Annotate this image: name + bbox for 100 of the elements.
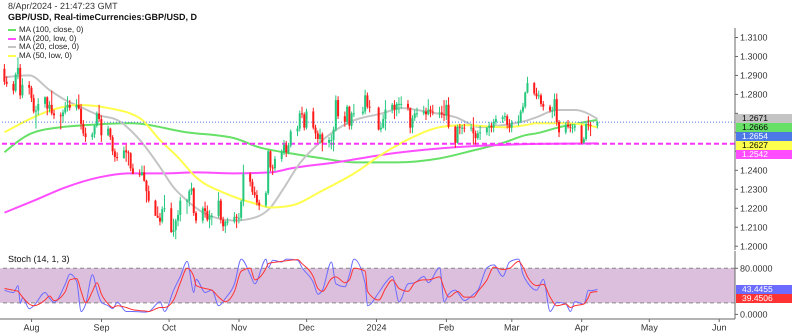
candlestick bbox=[400, 96, 402, 110]
candlestick bbox=[554, 92, 556, 117]
x-tick-label: Apr bbox=[574, 322, 589, 332]
candlestick bbox=[416, 107, 418, 118]
y-tick-label: 1.2900 bbox=[740, 70, 768, 81]
legend-label: MA (50, low, 0) bbox=[19, 50, 72, 60]
candlestick bbox=[202, 206, 204, 224]
y-tick-label: 1.2000 bbox=[740, 241, 768, 252]
candlestick bbox=[364, 89, 366, 115]
candlestick bbox=[492, 118, 495, 133]
x-tick-label: Mar bbox=[504, 322, 520, 332]
candlestick bbox=[580, 124, 583, 144]
candlestick bbox=[208, 210, 211, 229]
candlestick bbox=[391, 102, 394, 114]
candlestick bbox=[224, 220, 226, 234]
chart-title: Stoch (14, 1, 3) bbox=[8, 254, 70, 264]
x-tick-label: Aug bbox=[24, 322, 40, 332]
line-series bbox=[4, 104, 598, 208]
candlestick bbox=[48, 100, 51, 113]
candlestick bbox=[50, 90, 53, 116]
candlestick bbox=[448, 96, 450, 130]
candlestick bbox=[445, 100, 448, 121]
candlestick bbox=[490, 122, 492, 133]
candlestick bbox=[154, 199, 156, 216]
candlestick bbox=[172, 218, 175, 238]
candlestick bbox=[488, 121, 490, 137]
x-tick-label: May bbox=[640, 322, 658, 332]
candlestick bbox=[256, 190, 258, 206]
candlestick bbox=[218, 192, 220, 218]
x-tick-label: Dec bbox=[298, 322, 316, 332]
candlestick bbox=[564, 121, 567, 135]
candlestick bbox=[298, 110, 301, 132]
chart-title: GBP/USD, Real-timeCurrencies:GBP/USD, D bbox=[8, 12, 198, 22]
candlestick bbox=[438, 106, 441, 119]
candlestick bbox=[430, 105, 432, 118]
candlestick bbox=[422, 105, 425, 116]
candlestick bbox=[472, 116, 474, 146]
text: 1.2542 bbox=[736, 149, 792, 160]
candlestick bbox=[140, 165, 143, 176]
text: 43.4455 bbox=[736, 284, 792, 294]
y-tick-label: 80.0000 bbox=[740, 263, 773, 274]
candlestick bbox=[393, 100, 396, 120]
candlestick bbox=[44, 96, 46, 108]
candlestick bbox=[210, 212, 213, 226]
candlestick bbox=[274, 156, 276, 172]
y-tick-label: 1.2400 bbox=[740, 166, 768, 176]
candlestick bbox=[170, 202, 172, 234]
candlestick bbox=[122, 146, 125, 160]
candlestick bbox=[348, 105, 350, 130]
candlestick bbox=[454, 125, 456, 148]
candlestick bbox=[46, 96, 48, 116]
candlestick bbox=[285, 140, 288, 158]
x-tick-label: Nov bbox=[230, 322, 248, 332]
candlestick bbox=[432, 104, 434, 116]
candlestick bbox=[130, 152, 132, 172]
candlestick bbox=[21, 78, 24, 99]
y-tick-label: 1.3000 bbox=[740, 52, 768, 62]
candlestick bbox=[456, 124, 459, 144]
candlestick bbox=[378, 106, 380, 131]
candlestick bbox=[344, 110, 346, 128]
candlestick bbox=[3, 64, 6, 86]
text: 1.2671 bbox=[736, 113, 792, 124]
candlestick bbox=[506, 114, 508, 130]
text: 1.2627 bbox=[736, 140, 792, 150]
candlestick bbox=[337, 96, 340, 120]
legend-label: MA (100, close, 0) bbox=[19, 25, 84, 34]
candlestick bbox=[461, 124, 464, 135]
x-tick-label: 2024 bbox=[366, 322, 387, 332]
text: 1.2666 bbox=[736, 122, 792, 132]
candlestick bbox=[384, 100, 386, 131]
ref-line-label: 1.2654 bbox=[736, 131, 792, 142]
y-tick-label: 0.0000 bbox=[740, 310, 768, 320]
candlestick bbox=[179, 196, 182, 222]
candlestick bbox=[366, 92, 368, 110]
x-tick-label: Feb bbox=[438, 322, 454, 332]
candlestick bbox=[476, 130, 479, 140]
candlestick bbox=[458, 123, 461, 135]
candlestick bbox=[60, 112, 62, 130]
x-tick-label: Jun bbox=[712, 322, 726, 332]
candlestick bbox=[321, 132, 324, 152]
y-tick-label: 1.2800 bbox=[740, 90, 768, 100]
x-tick-label: Sep bbox=[93, 322, 110, 332]
candlestick bbox=[206, 204, 208, 222]
candlestick bbox=[424, 107, 428, 121]
y-tick-label: 1.2300 bbox=[740, 184, 768, 194]
candlestick bbox=[396, 102, 398, 117]
candlestick bbox=[540, 92, 542, 108]
candlestick bbox=[479, 125, 482, 140]
candlestick bbox=[443, 100, 446, 122]
candlestick bbox=[12, 80, 14, 95]
candlestick bbox=[585, 122, 588, 142]
legend-label: MA (200, low, 0) bbox=[19, 34, 76, 43]
candlestick bbox=[328, 136, 330, 148]
y-tick-label: 1.3100 bbox=[740, 32, 768, 43]
candlestick bbox=[269, 150, 272, 172]
candlestick bbox=[572, 123, 574, 134]
legend-label: MA (20, close, 0) bbox=[19, 42, 80, 52]
text: 39.4506 bbox=[736, 292, 792, 303]
candlestick bbox=[398, 96, 400, 114]
candlestick bbox=[346, 104, 348, 126]
